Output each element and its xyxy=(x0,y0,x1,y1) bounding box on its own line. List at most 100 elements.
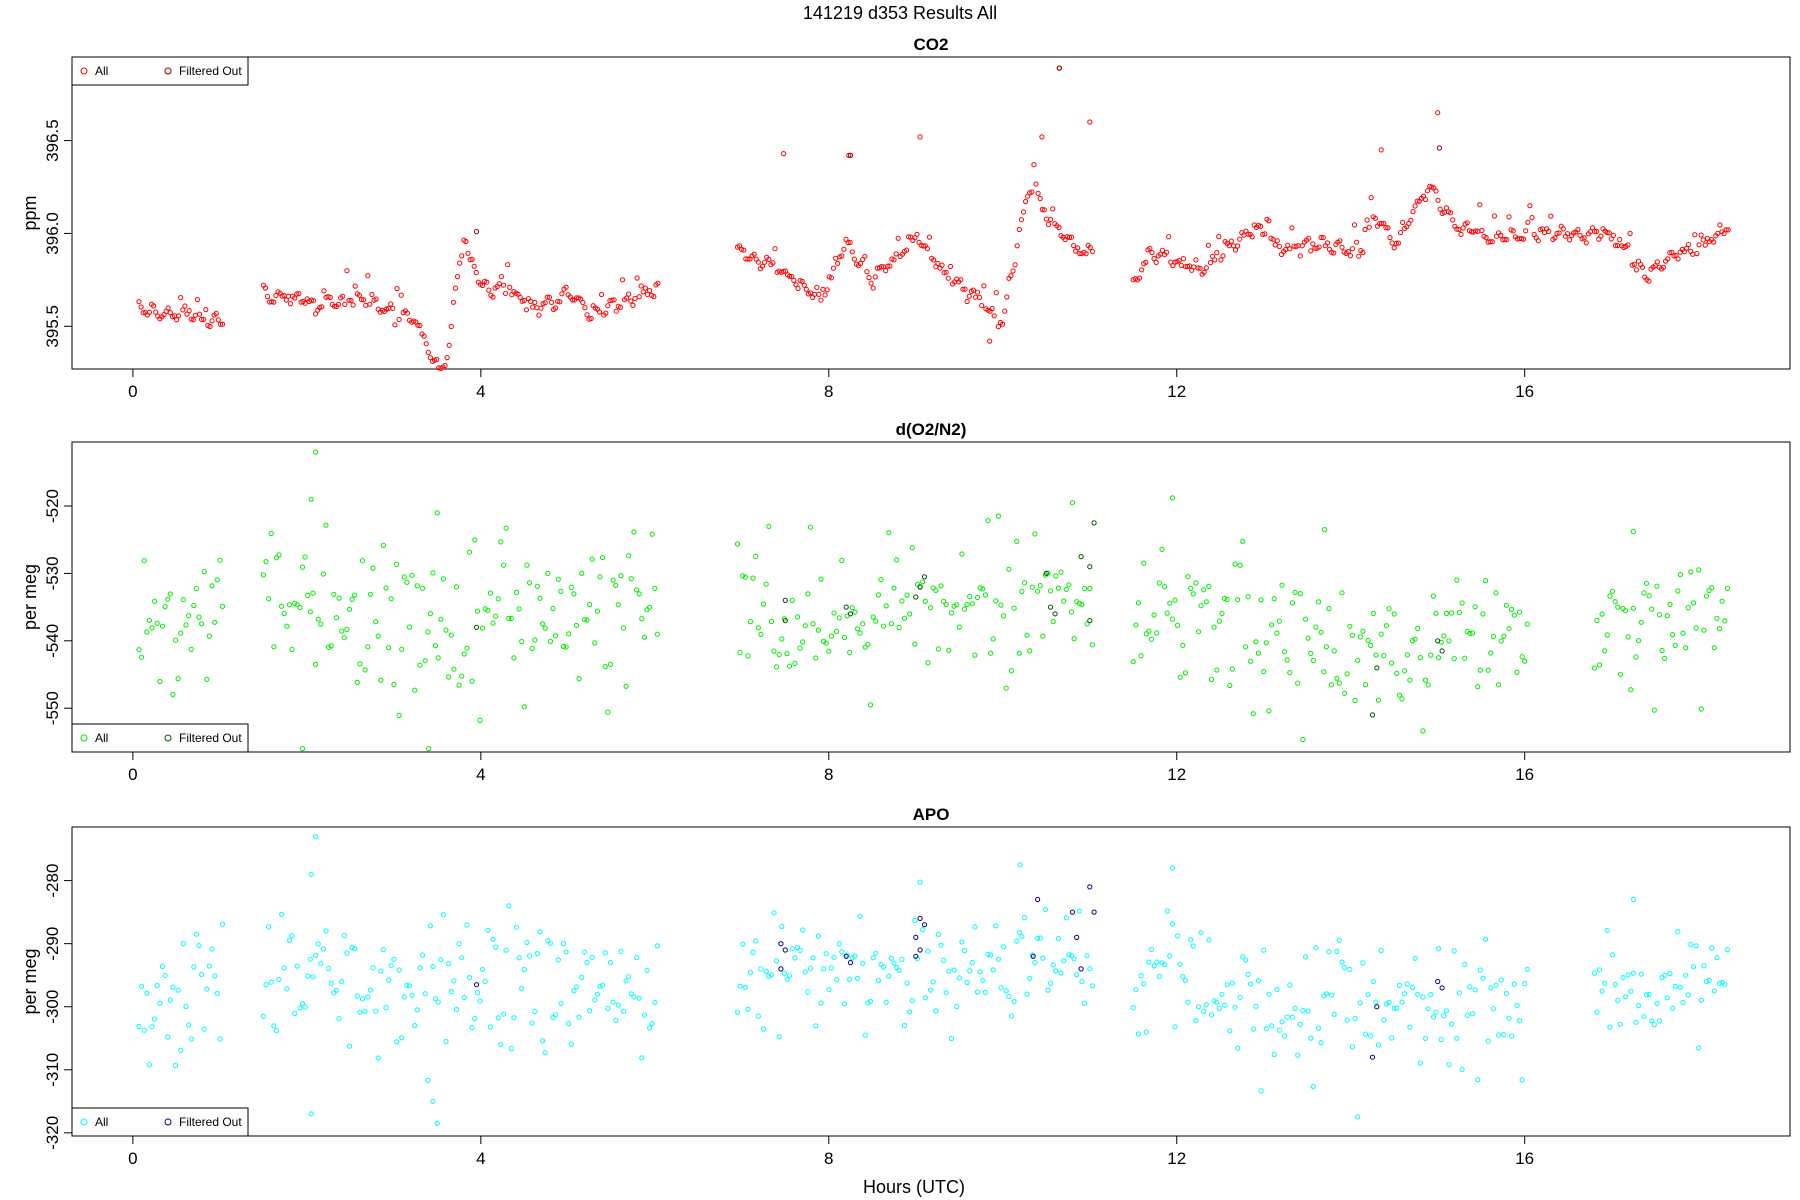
data-point xyxy=(815,933,822,939)
data-point xyxy=(444,355,450,361)
data-point xyxy=(170,984,176,990)
data-point xyxy=(443,627,449,633)
data-point xyxy=(537,929,543,935)
data-point xyxy=(1143,1029,1149,1035)
data-point xyxy=(807,524,814,530)
data-point xyxy=(1521,236,1527,242)
data-point xyxy=(849,605,855,611)
data-point xyxy=(1342,690,1348,697)
data-point xyxy=(136,1023,142,1030)
data-point xyxy=(521,966,527,973)
data-point xyxy=(780,268,787,274)
data-point xyxy=(791,277,797,283)
data-point xyxy=(1514,669,1520,676)
data-point xyxy=(555,298,561,304)
data-point xyxy=(1628,687,1634,693)
data-point xyxy=(344,268,350,274)
data-point xyxy=(1066,952,1072,958)
data-point xyxy=(1300,736,1306,743)
data-point xyxy=(1698,232,1704,238)
data-point xyxy=(396,967,402,973)
data-point xyxy=(649,1020,655,1027)
data-point xyxy=(1454,577,1460,583)
data-point xyxy=(1305,1008,1311,1014)
data-point xyxy=(1248,981,1254,987)
data-point xyxy=(422,991,428,997)
data-point xyxy=(421,333,427,339)
data-point xyxy=(367,301,373,307)
data-point xyxy=(594,608,601,614)
data-point xyxy=(1412,636,1418,642)
data-point xyxy=(640,289,646,295)
y-tick-label: 396.5 xyxy=(43,119,62,162)
data-point xyxy=(1422,1035,1429,1042)
data-point xyxy=(1006,993,1012,1000)
data-point xyxy=(917,879,923,885)
data-point xyxy=(883,268,889,274)
data-point xyxy=(1683,972,1689,978)
data-point xyxy=(1410,209,1416,215)
legend-label-filtered: Filtered Out xyxy=(179,731,242,745)
data-point xyxy=(1211,998,1217,1004)
data-point xyxy=(1489,239,1495,245)
data-point xyxy=(1456,609,1463,616)
data-point xyxy=(292,295,298,301)
data-point xyxy=(1589,225,1596,231)
data-point xyxy=(1352,697,1358,704)
data-point xyxy=(296,291,302,297)
data-point xyxy=(1074,972,1080,978)
data-point xyxy=(1591,665,1597,671)
data-point xyxy=(404,310,410,316)
legend-marker-filtered xyxy=(164,67,172,75)
data-point xyxy=(1315,599,1322,605)
data-point xyxy=(1524,966,1530,972)
data-point xyxy=(209,318,215,324)
data-point xyxy=(318,961,324,967)
data-point xyxy=(553,305,559,311)
data-point xyxy=(268,530,274,537)
data-point xyxy=(1581,235,1587,241)
data-point xyxy=(354,993,360,999)
data-point xyxy=(1417,1060,1423,1066)
data-point xyxy=(513,589,520,596)
data-point xyxy=(745,256,751,262)
data-point xyxy=(1354,239,1360,245)
data-point xyxy=(922,598,928,605)
data-point xyxy=(1714,955,1720,961)
data-point xyxy=(1690,600,1697,606)
data-point xyxy=(866,275,872,281)
data-point xyxy=(286,937,293,944)
data-point xyxy=(1438,1036,1444,1043)
data-point xyxy=(755,1013,761,1019)
data-point xyxy=(1386,606,1392,612)
data-point xyxy=(1509,1033,1515,1039)
data-point xyxy=(647,604,653,610)
legend-marker-all xyxy=(80,67,88,75)
data-point xyxy=(1159,546,1165,553)
data-point xyxy=(1491,213,1498,219)
data-point xyxy=(991,313,997,319)
data-point xyxy=(186,1022,192,1028)
data-point xyxy=(152,598,158,604)
data-point xyxy=(824,287,830,293)
data-point xyxy=(613,308,619,314)
data-point xyxy=(284,623,290,629)
data-point xyxy=(1692,232,1698,238)
data-point xyxy=(904,247,910,253)
data-point xyxy=(365,273,371,279)
data-point xyxy=(815,627,822,633)
data-point xyxy=(977,294,983,301)
data-point xyxy=(386,977,392,983)
data-point xyxy=(1334,948,1340,955)
data-point xyxy=(924,246,931,252)
data-point xyxy=(406,624,413,630)
data-point xyxy=(162,972,168,979)
data-point xyxy=(480,282,486,289)
data-point xyxy=(1606,230,1612,236)
data-point xyxy=(906,234,912,240)
data-point xyxy=(841,1001,848,1007)
data-point xyxy=(1623,608,1629,614)
data-point xyxy=(1229,980,1236,986)
data-point xyxy=(442,362,448,369)
data-point xyxy=(1458,231,1464,237)
